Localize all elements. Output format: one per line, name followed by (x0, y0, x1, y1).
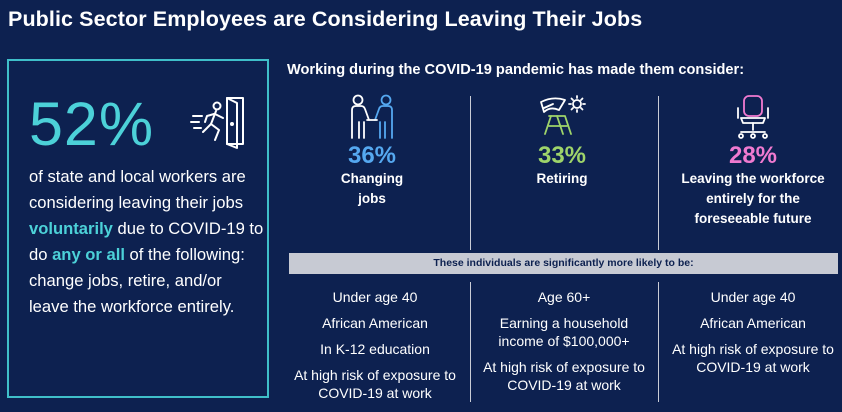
stat-column-leaving-workforce: 28% Leaving the workforce entirely for t… (668, 94, 838, 229)
stat-column-retiring: 33% Retiring (502, 94, 622, 189)
section-subtitle: Working during the COVID-19 pandemic has… (287, 62, 745, 78)
demographics-list: Under age 40 African American At high ri… (668, 288, 838, 384)
list-item: At high risk of exposure to COVID-19 at … (294, 367, 456, 401)
stat-percent: 33% (537, 142, 587, 169)
column-divider (658, 96, 659, 250)
stat-percent: 28% (728, 142, 778, 169)
stat-label: Changing (340, 171, 404, 186)
stat-label: Retiring (536, 171, 588, 186)
stat-label: entirely for the (706, 191, 800, 206)
stat-percent: 36% (347, 142, 397, 169)
list-item: At high risk of exposure to COVID-19 at … (672, 341, 834, 375)
likely-banner: These individuals are significantly more… (289, 253, 838, 274)
office-chair-icon (737, 95, 769, 139)
list-item: African American (322, 315, 428, 331)
list-item: At high risk of exposure to COVID-19 at … (483, 359, 645, 393)
stat-column-changing-jobs: 36% Changing jobs (312, 94, 432, 209)
list-item: Age 60+ (537, 289, 591, 305)
stat-description: of state and local workers are consideri… (29, 167, 264, 316)
handshake-icon (351, 94, 393, 139)
demographics-list: Under age 40 African American In K-12 ed… (290, 288, 460, 410)
beach-chair-icon (540, 95, 586, 135)
list-item: Under age 40 (332, 289, 418, 305)
stat-label: foreseeable future (694, 211, 812, 226)
list-item: Earning a household income of $100,000+ (498, 315, 630, 349)
list-item: In K-12 education (320, 341, 430, 357)
stat-highlight-box: 52% of state and local workers are consi… (7, 59, 269, 398)
list-item: Under age 40 (710, 289, 796, 305)
column-divider (658, 282, 659, 402)
stat-label: jobs (358, 191, 386, 206)
big-percent: 52% (29, 90, 155, 158)
column-divider (470, 96, 471, 250)
demographics-list: Age 60+ Earning a household income of $1… (478, 288, 650, 402)
stat-label: Leaving the workforce (681, 171, 825, 186)
person-leaving-door-icon (190, 97, 244, 149)
column-divider (470, 282, 471, 402)
list-item: African American (700, 315, 806, 331)
page-title: Public Sector Employees are Considering … (8, 7, 643, 31)
